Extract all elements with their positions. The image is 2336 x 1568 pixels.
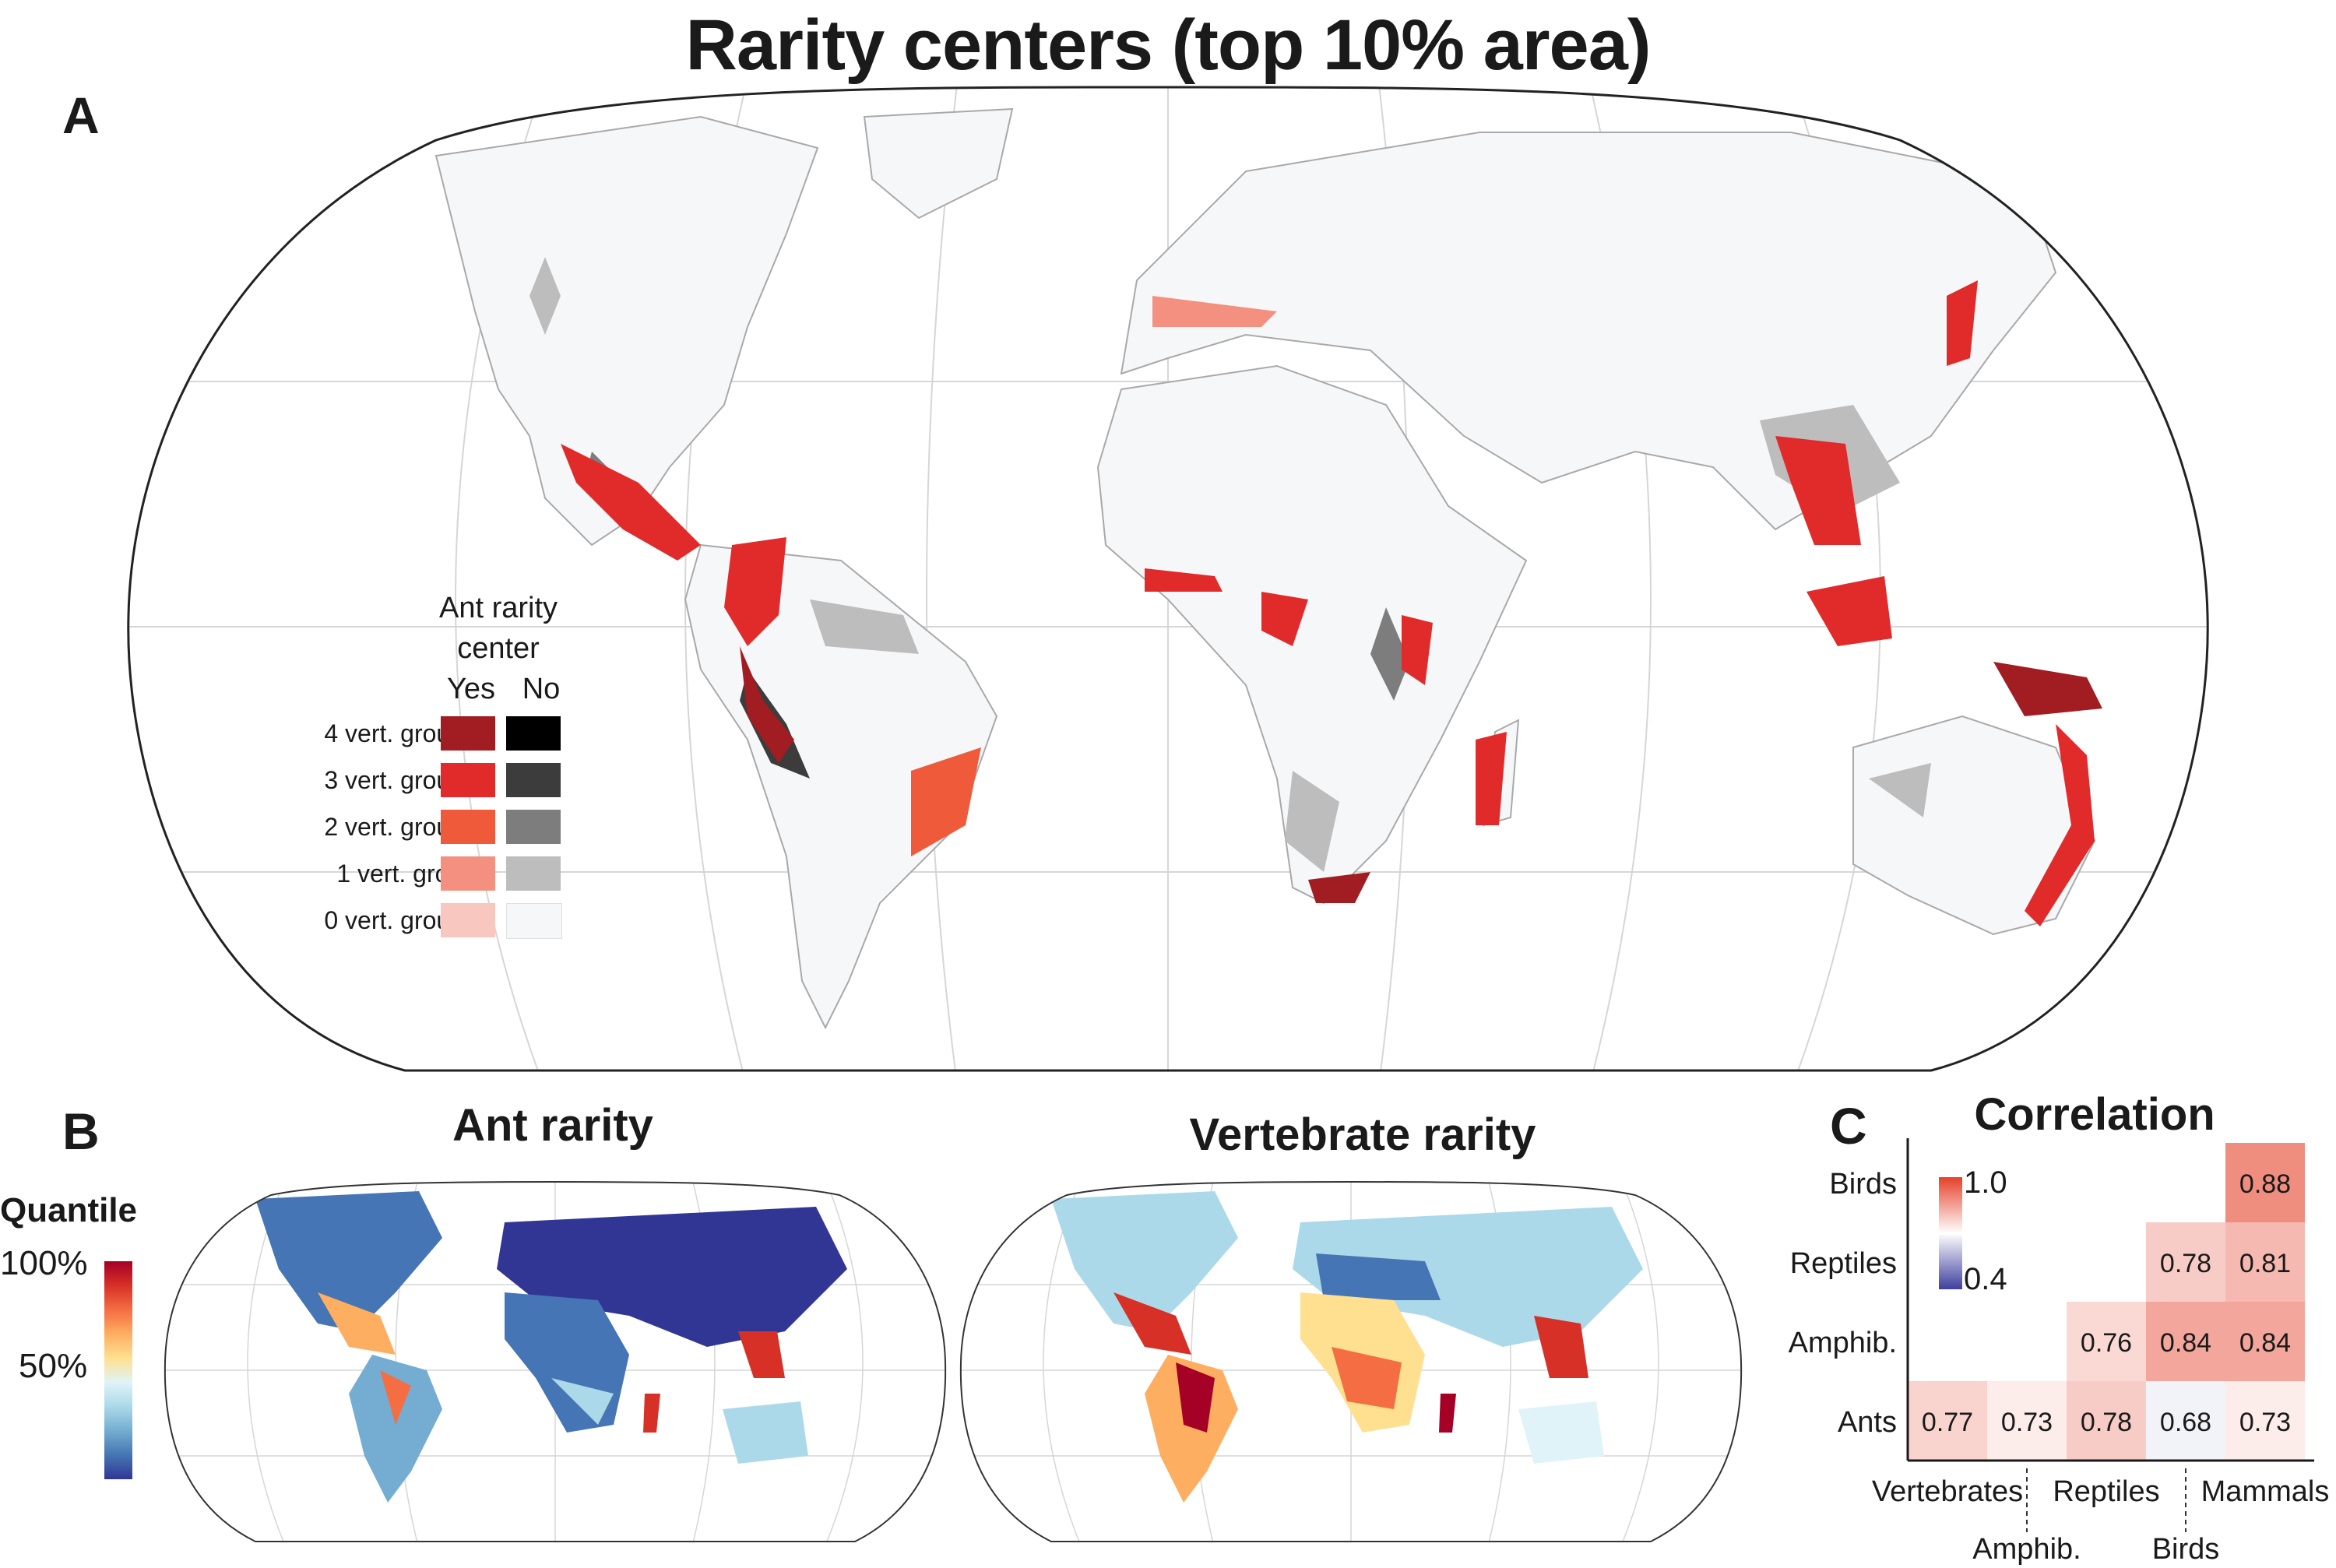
map-a-content (128, 86, 2208, 1071)
main-title: Rarity centers (top 10% area) (685, 5, 1651, 85)
legend-swatch-yes (441, 856, 495, 891)
legend-a: Ant rarity center Yes No 4 vert. groups … (226, 592, 592, 950)
heatmap-cell (2146, 1381, 2225, 1461)
heatmap-row-label: Birds (1829, 1168, 1897, 1201)
correlation-title: Correlation (1974, 1089, 2215, 1140)
legend-heading-line1: Ant rarity (438, 592, 558, 624)
vertebrate-rarity-map (959, 1181, 1743, 1542)
africa (1096, 364, 1528, 905)
vertebrate-rarity-title: Vertebrate rarity (1189, 1109, 1536, 1160)
legend-row: 1 vert. group (226, 856, 592, 897)
map-a-outline (127, 86, 2209, 1072)
heatmap-cell (2225, 1381, 2305, 1461)
quantile-mid-label: 50% (19, 1347, 88, 1385)
heatmap-cell (1908, 1381, 1987, 1461)
heatmap-row-label: Ants (1838, 1406, 1897, 1439)
heatmap-cell (1987, 1381, 2067, 1461)
heatmap-col-label: Amphib. (1972, 1533, 2081, 1566)
legend-swatch-no (506, 856, 561, 891)
heatmap-cell-label: 0.76 (2081, 1328, 2132, 1358)
legend-col-no: No (522, 673, 561, 705)
south-america (684, 543, 998, 1030)
heatmap-cell-label: 0.73 (2001, 1408, 2053, 1437)
heatmap-cell (2067, 1381, 2146, 1461)
correlation-colorbar (1939, 1177, 1962, 1289)
legend-swatch-no (506, 716, 561, 751)
heatmap-row-label: Amphib. (1789, 1327, 1897, 1359)
heatmap-cell-label: 0.68 (2160, 1408, 2211, 1437)
heatmap-col-label: Reptiles (2053, 1475, 2159, 1508)
ant-rarity-map (164, 1181, 947, 1542)
legend-swatch-no (506, 810, 561, 844)
quantile-colorbar (104, 1261, 132, 1479)
legend-row: 3 vert. groups (226, 763, 592, 803)
red-centers (561, 280, 2102, 926)
ant-rarity-title: Ant rarity (452, 1100, 653, 1151)
heatmap-cell-label: 0.88 (2239, 1169, 2291, 1199)
correlation-scale-max: 1.0 (1964, 1165, 2007, 1200)
quantile-legend: Quantile 100% 50% (0, 1191, 179, 1487)
legend-swatch-no (506, 903, 562, 939)
legend-row: 0 vert. groups (226, 903, 592, 944)
quantile-legend-title: Quantile (0, 1191, 138, 1229)
legend-swatch-no (506, 763, 561, 797)
heatmap-cell-label: 0.77 (1922, 1408, 1973, 1437)
heatmap-cell-label: 0.78 (2160, 1249, 2211, 1278)
quantile-top-label: 100% (0, 1244, 88, 1282)
legend-row: 4 vert. groups (226, 716, 592, 757)
legend-heading-line2: center (457, 632, 540, 665)
heatmap-cell-label: 0.73 (2239, 1408, 2291, 1437)
correlation-scale-min: 0.4 (1964, 1262, 2007, 1296)
heatmap-col-label: Mammals (2201, 1475, 2330, 1508)
panel-a-letter: A (62, 86, 100, 144)
heatmap-cell (2067, 1302, 2146, 1381)
heatmap-col-label: Vertebrates (1872, 1475, 2023, 1508)
heatmap-cell (2225, 1143, 2305, 1222)
heatmap-cell-label: 0.84 (2239, 1328, 2291, 1358)
heatmap-row-label: Reptiles (1790, 1247, 1897, 1280)
correlation-heatmap: 1.0 0.4 0.88 0.78 0.81 0.76 0.84 0.84 0.77 0.73… (1789, 1138, 2330, 1566)
legend-row: 2 vert. groups (226, 810, 592, 850)
panel-b-letter: B (62, 1102, 100, 1160)
legend-col-yes: Yes (447, 673, 495, 705)
continents (434, 107, 2096, 1030)
legend-swatch-yes (441, 716, 495, 751)
legend-swatch-yes (441, 810, 495, 844)
world-map-a (127, 86, 2209, 1072)
legend-swatch-yes (441, 903, 495, 937)
heatmap-cell-label: 0.84 (2160, 1328, 2211, 1358)
heatmap-cell (2225, 1222, 2305, 1302)
greenland (863, 107, 1014, 220)
panel-c-letter: C (1830, 1097, 1867, 1155)
heatmap-cell (2146, 1302, 2225, 1381)
heatmap-cell (2225, 1302, 2305, 1381)
north-america (434, 115, 819, 547)
legend-swatch-yes (441, 763, 495, 797)
heatmap-cell-label: 0.78 (2081, 1408, 2132, 1437)
heatmap-cell (2146, 1222, 2225, 1302)
heatmap-col-label: Birds (2152, 1533, 2220, 1566)
heatmap-cell-label: 0.81 (2239, 1249, 2291, 1278)
